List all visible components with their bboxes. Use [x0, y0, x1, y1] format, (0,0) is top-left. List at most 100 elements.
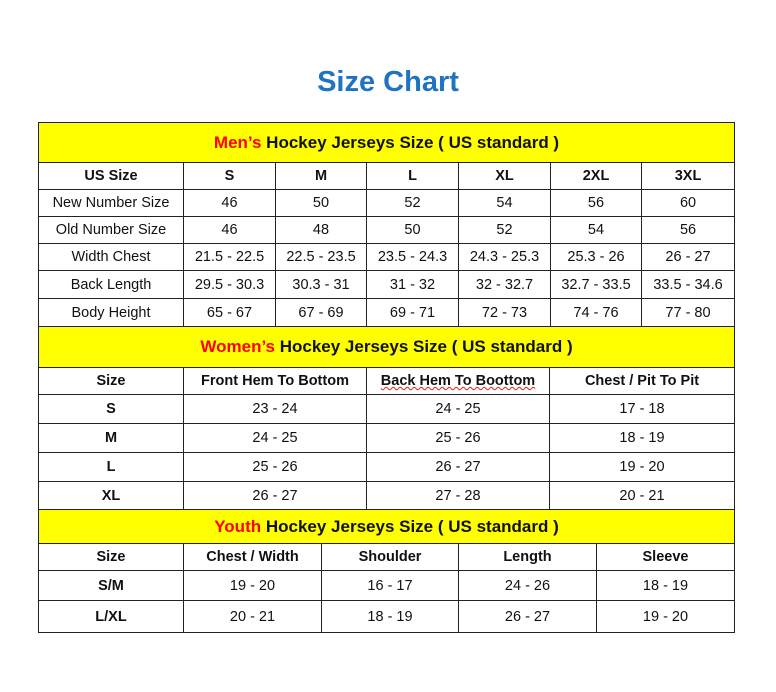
mens-size-table: Men’s Hockey Jerseys Size ( US standard … — [37, 122, 736, 327]
row-label: L/XL — [38, 600, 184, 633]
row-label: Width Chest — [38, 243, 184, 271]
table-cell: 69 - 71 — [366, 298, 459, 327]
column-header-label: US Size — [84, 168, 138, 184]
table-cell: 33.5 - 34.6 — [640, 270, 736, 299]
table-cell: 26 - 27 — [366, 452, 550, 482]
row-label: Back Length — [38, 270, 184, 299]
table-cell: 18 - 19 — [321, 600, 459, 633]
table-cell: 67 - 69 — [275, 298, 367, 327]
column-header: US Size — [38, 162, 184, 190]
row-label: Old Number Size — [38, 216, 184, 244]
column-header: Sleeve — [596, 543, 735, 571]
table-row: Back Length 29.5 - 30.3 30.3 - 31 31 - 32 32… — [38, 270, 736, 299]
column-header: Back Hem To Boottom — [366, 367, 550, 395]
page-title: Size Chart — [317, 66, 459, 98]
table-row: New Number Size 46 50 52 54 56 60 — [38, 189, 736, 217]
column-header: Shoulder — [321, 543, 459, 571]
table-row: Width Chest 21.5 - 22.5 22.5 - 23.5 23.5 - … — [38, 243, 736, 271]
table-cell: 18 - 19 — [548, 423, 736, 453]
row-label: XL — [38, 481, 184, 510]
table-cell: 50 — [275, 189, 367, 217]
column-header: 3XL — [640, 162, 736, 190]
column-header: S — [183, 162, 276, 190]
mens-section-header: Men’s Hockey Jerseys Size ( US standard … — [37, 122, 736, 163]
column-header: Size — [38, 543, 184, 571]
youth-highlight: Youth — [214, 516, 262, 536]
youth-column-headers: Size Chest / Width Shoulder Length Sleeve — [38, 543, 735, 571]
mens-highlight: Men’s — [213, 132, 262, 152]
table-cell: 26 - 27 — [183, 481, 367, 510]
column-header-label: Sleeve — [642, 549, 689, 565]
column-header: Length — [458, 543, 597, 571]
column-header-label: S — [224, 168, 235, 184]
table-cell: 19 - 20 — [183, 570, 322, 601]
youth-size-table: Youth Hockey Jerseys Size ( US standard … — [38, 509, 735, 633]
table-cell: 31 - 32 — [366, 270, 459, 299]
column-header-label: Size — [96, 549, 126, 565]
row-label: M — [38, 423, 184, 453]
table-cell: 20 - 21 — [183, 600, 322, 633]
table-cell: 65 - 67 — [183, 298, 276, 327]
table-cell: 74 - 76 — [550, 298, 642, 327]
table-cell: 23.5 - 24.3 — [366, 243, 459, 271]
table-cell: 56 — [550, 189, 642, 217]
youth-heading: Hockey Jerseys Size ( US standard ) — [261, 516, 559, 536]
column-header-label: M — [314, 168, 328, 184]
table-cell: 16 - 17 — [321, 570, 459, 601]
womens-heading: Hockey Jerseys Size ( US standard ) — [275, 337, 573, 356]
table-cell: 54 — [550, 216, 642, 244]
mens-column-headers: US Size S M L XL 2XL 3XL — [38, 162, 736, 190]
table-cell: 32.7 - 33.5 — [550, 270, 642, 299]
column-header-label: 2XL — [582, 168, 610, 184]
column-header-label: Chest / Pit To Pit — [584, 373, 700, 389]
table-cell: 19 - 20 — [596, 600, 735, 633]
table-cell: 56 — [640, 216, 736, 244]
column-header-label: Shoulder — [358, 549, 422, 565]
table-cell: 25 - 26 — [183, 452, 367, 482]
row-label: Body Height — [38, 298, 184, 327]
column-header-label: Length — [503, 549, 552, 565]
table-cell: 52 — [458, 216, 551, 244]
column-header-label: XL — [495, 168, 514, 184]
row-label: New Number Size — [38, 189, 184, 217]
table-cell: 29.5 - 30.3 — [183, 270, 276, 299]
table-row: XL 26 - 27 27 - 28 20 - 21 — [38, 481, 736, 510]
row-label: L — [38, 452, 184, 482]
table-cell: 30.3 - 31 — [275, 270, 367, 299]
column-header-label: Back Hem To Boottom — [380, 373, 536, 389]
table-cell: 77 - 80 — [640, 298, 736, 327]
table-cell: 22.5 - 23.5 — [275, 243, 367, 271]
womens-highlight: Women’s — [200, 337, 275, 356]
column-header-label: Size — [96, 373, 126, 389]
table-cell: 19 - 20 — [548, 452, 736, 482]
table-row: S/M 19 - 20 16 - 17 24 - 26 18 - 19 — [38, 570, 735, 601]
table-cell: 72 - 73 — [458, 298, 551, 327]
column-header: L — [366, 162, 459, 190]
table-cell: 20 - 21 — [548, 481, 736, 510]
table-cell: 24 - 25 — [183, 423, 367, 453]
row-label: S — [38, 394, 184, 424]
column-header-label: L — [408, 168, 417, 184]
table-cell: 48 — [275, 216, 367, 244]
table-cell: 25.3 - 26 — [550, 243, 642, 271]
table-cell: 54 — [458, 189, 551, 217]
youth-section-header: Youth Hockey Jerseys Size ( US standard … — [38, 509, 735, 544]
table-row: L 25 - 26 26 - 27 19 - 20 — [38, 452, 736, 482]
column-header: Size — [38, 367, 184, 395]
table-cell: 60 — [640, 189, 736, 217]
table-cell: 24.3 - 25.3 — [458, 243, 551, 271]
column-header-label: 3XL — [674, 168, 702, 184]
table-row: Old Number Size 46 48 50 52 54 56 — [38, 216, 736, 244]
womens-column-headers: Size Front Hem To Bottom Back Hem To Boott… — [38, 367, 736, 395]
column-header-label: Front Hem To Bottom — [201, 373, 349, 389]
table-cell: 23 - 24 — [183, 394, 367, 424]
column-header: XL — [458, 162, 551, 190]
table-cell: 52 — [366, 189, 459, 217]
table-row: S 23 - 24 24 - 25 17 - 18 — [38, 394, 736, 424]
table-cell: 26 - 27 — [640, 243, 736, 271]
row-label: S/M — [38, 570, 184, 601]
column-header: 2XL — [550, 162, 642, 190]
column-header-label: Chest / Width — [206, 549, 299, 565]
column-header: Chest / Width — [183, 543, 322, 571]
table-cell: 26 - 27 — [458, 600, 597, 633]
